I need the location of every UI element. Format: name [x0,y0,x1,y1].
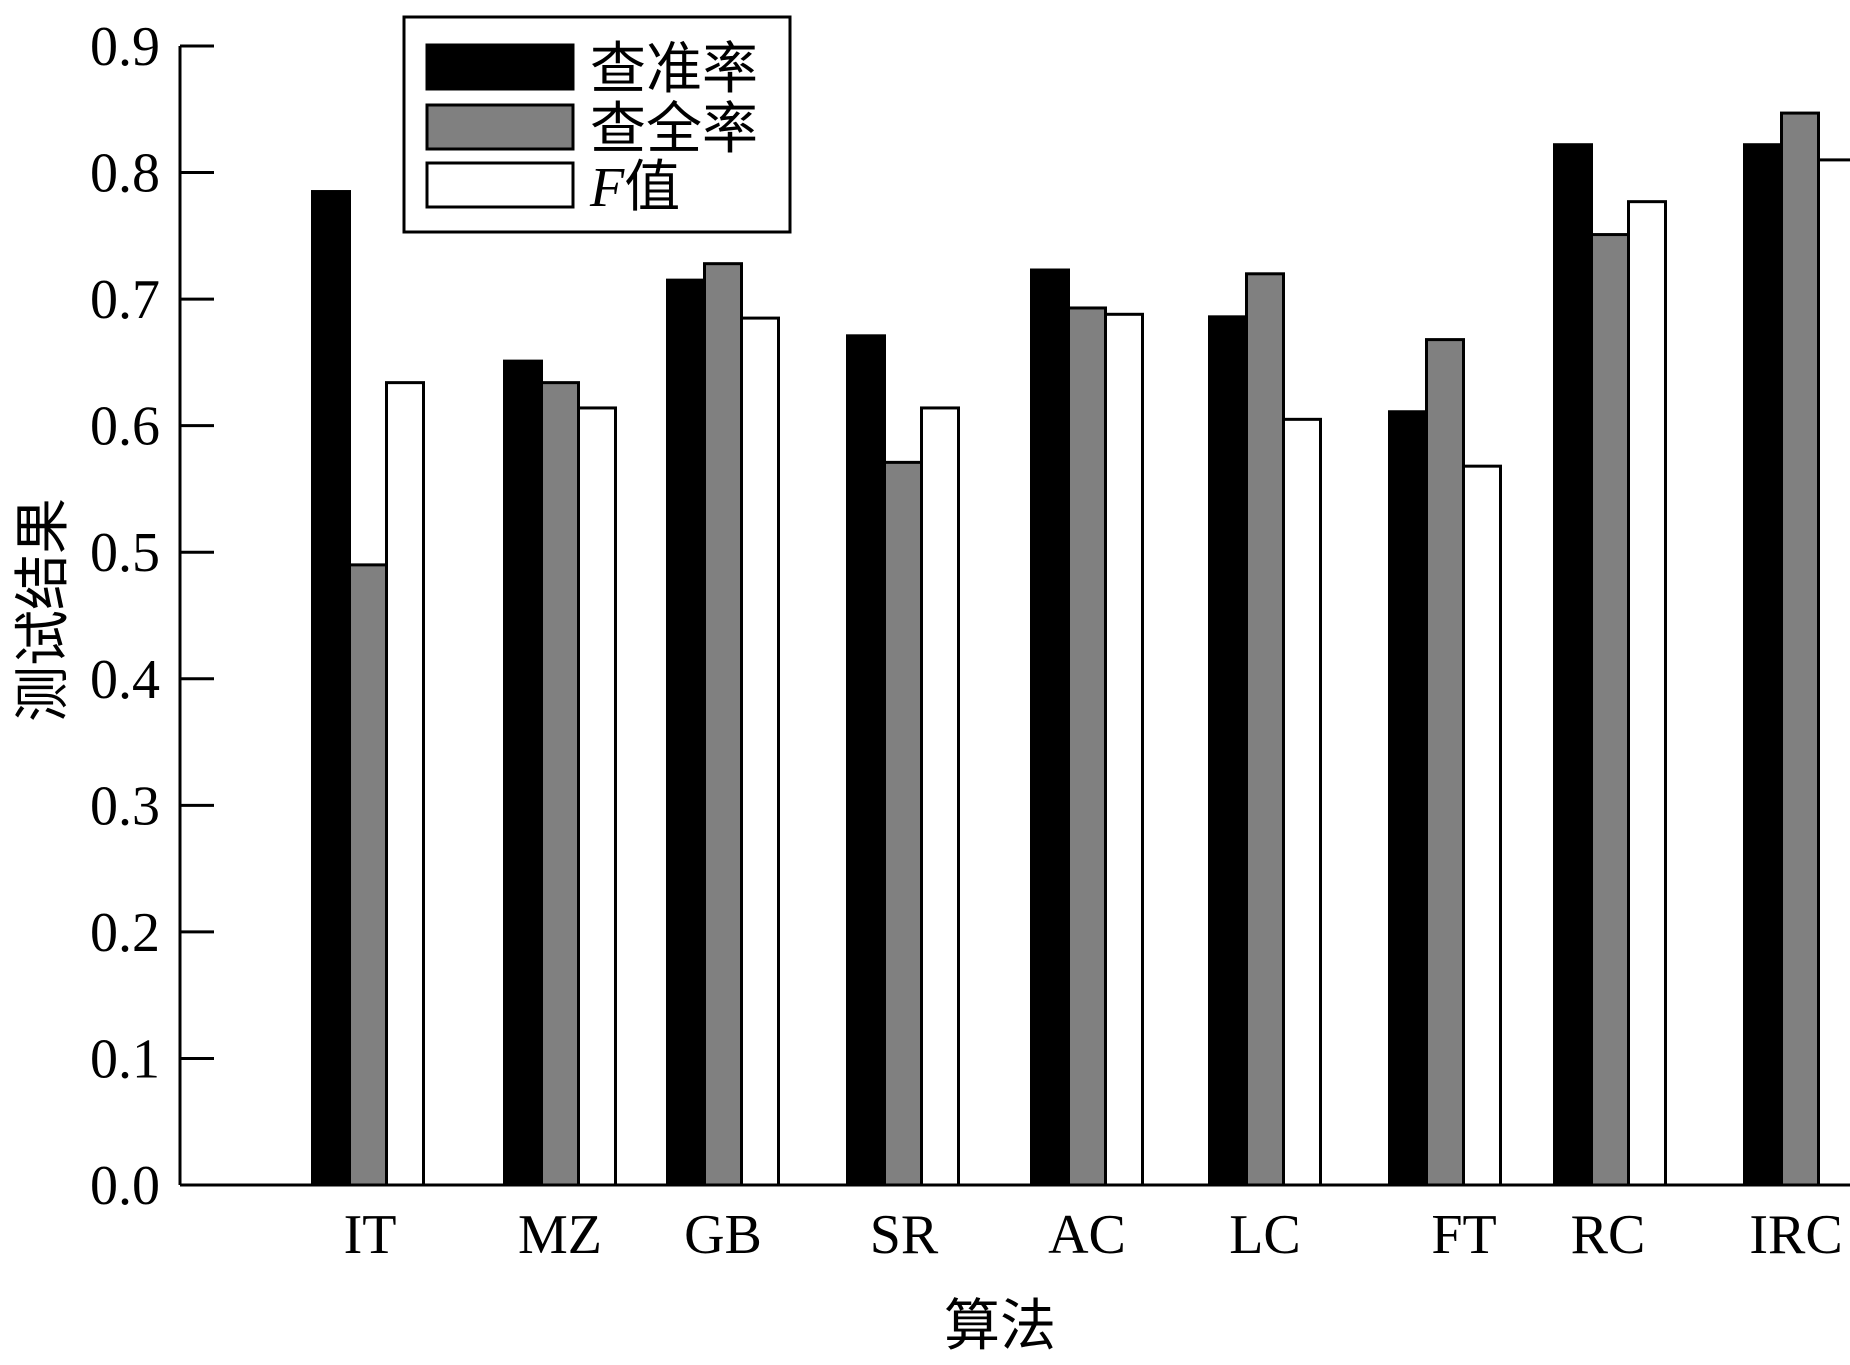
bar-mz-series-3 [579,408,616,1185]
bar-it-series-3 [387,383,424,1185]
bar-ft-series-2 [1427,340,1464,1185]
x-tick-label: IT [344,1204,397,1266]
bar-ft-series-3 [1464,466,1501,1185]
y-tick-label: 0.2 [90,902,160,964]
x-axis-title: 算法 [944,1296,1056,1358]
y-tick-label: 0.5 [90,522,160,584]
x-tick-label: MZ [518,1204,602,1266]
y-tick-label: 0.8 [90,143,160,205]
bar-mz-series-2 [542,383,579,1185]
bar-irc-series-3 [1819,160,1850,1185]
legend-swatch [427,105,573,149]
bar-irc-series-2 [1782,113,1819,1185]
bar-irc-series-1 [1745,145,1782,1185]
legend-swatch [427,163,573,207]
bar-gb-series-3 [742,318,779,1185]
legend-label: 查全率 [590,99,758,161]
x-tick-label: SR [870,1204,939,1266]
bar-ac-series-2 [1069,308,1106,1185]
x-tick-label: IRC [1749,1204,1842,1266]
bar-sr-series-1 [848,336,885,1185]
x-tick-label: RC [1571,1204,1646,1266]
bar-rc-series-1 [1555,145,1592,1185]
y-tick-label: 0.1 [90,1028,160,1090]
x-tick-label: AC [1048,1204,1126,1266]
x-tick-label: LC [1229,1204,1301,1266]
bar-ft-series-1 [1390,412,1427,1185]
bar-it-series-1 [313,192,350,1185]
bar-ac-series-1 [1032,270,1069,1185]
y-axis-title: 测试结果 [13,498,75,722]
bar-mz-series-1 [505,361,542,1185]
bar-gb-series-1 [668,280,705,1185]
bar-lc-series-2 [1247,274,1284,1185]
bar-gb-series-2 [705,264,742,1185]
x-tick-label: FT [1431,1204,1496,1266]
y-tick-label: 0.7 [90,269,160,331]
bar-sr-series-3 [922,408,959,1185]
bars-layer [313,113,1850,1185]
x-tick-label: GB [684,1204,762,1266]
y-tick-label: 0.0 [90,1155,160,1217]
bar-sr-series-2 [885,462,922,1185]
bar-rc-series-2 [1592,235,1629,1185]
y-tick-label: 0.9 [90,16,160,78]
bar-ac-series-3 [1106,314,1143,1185]
bar-it-series-2 [350,565,387,1185]
y-tick-label: 0.4 [90,649,160,711]
x-tick-labels: IT MZ GB SR AC LC FT RC IRC [344,1204,1843,1266]
bar-lc-series-1 [1210,317,1247,1185]
y-tick-label: 0.6 [90,396,160,458]
legend-swatch [427,45,573,89]
y-ticks: 0.0 0.1 0.2 0.3 0.4 0.5 0.6 0.7 0.8 0.9 [90,16,214,1217]
legend-label: 查准率 [590,39,758,101]
legend-label: F值 [589,157,680,219]
bar-lc-series-3 [1284,419,1321,1185]
bar-rc-series-3 [1629,202,1666,1185]
y-tick-label: 0.3 [90,775,160,837]
